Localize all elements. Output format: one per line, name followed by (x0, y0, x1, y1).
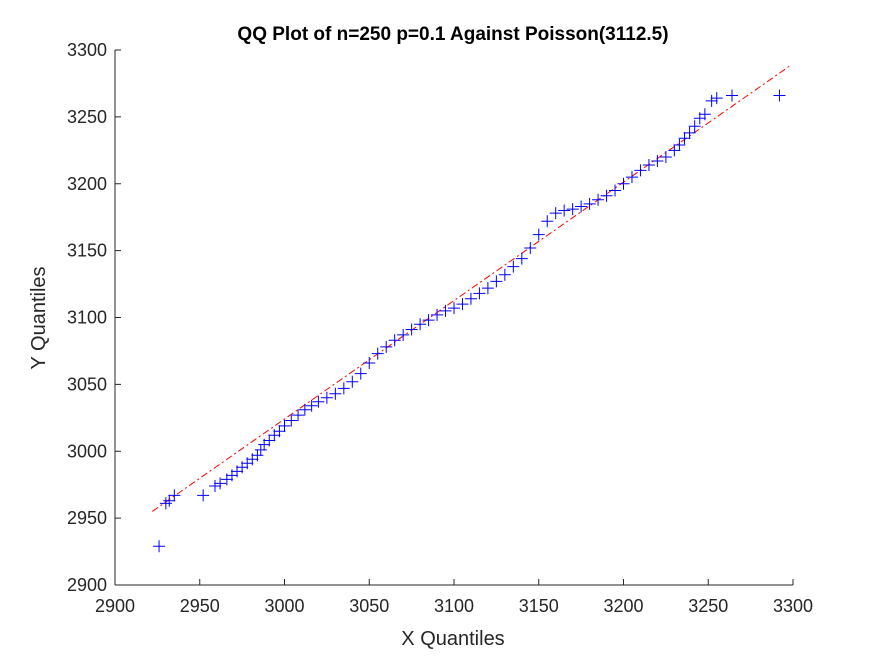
x-tick-label: 3100 (434, 596, 474, 616)
data-point (464, 292, 477, 305)
data-point (251, 449, 264, 462)
data-point (668, 144, 681, 157)
data-point (583, 197, 596, 210)
data-point (273, 425, 286, 438)
data-point (625, 171, 638, 184)
data-point (448, 302, 460, 315)
data-point (659, 151, 672, 163)
data-point (168, 489, 181, 502)
data-point (705, 94, 718, 107)
x-tick-label: 3200 (603, 596, 643, 616)
data-point (532, 228, 545, 241)
data-point (329, 387, 342, 400)
data-point (634, 164, 647, 177)
data-point (380, 340, 393, 353)
reference-line (152, 65, 790, 512)
data-point (371, 347, 384, 360)
data-point (305, 399, 318, 412)
data-point (363, 356, 376, 369)
data-point (254, 443, 267, 456)
data-point (388, 334, 401, 347)
data-point (422, 314, 435, 327)
x-tick-label: 2900 (95, 596, 135, 616)
y-tick-label: 3050 (67, 374, 107, 394)
data-point (346, 375, 359, 388)
data-point (566, 203, 579, 216)
x-axis-title: X Quantiles (401, 628, 504, 650)
data-point (592, 193, 605, 206)
data-point (673, 138, 686, 151)
x-tick-label: 3150 (519, 596, 559, 616)
data-point (600, 189, 613, 202)
data-point (197, 489, 210, 502)
data-point (405, 323, 418, 336)
x-tick-label: 3000 (264, 596, 304, 616)
y-tick-label: 3100 (67, 308, 107, 328)
x-tick-label: 3050 (349, 596, 389, 616)
data-point (773, 89, 786, 102)
y-tick-label: 3300 (67, 40, 107, 60)
data-point (263, 434, 276, 447)
chart-title: QQ Plot of n=250 p=0.1 Against Poisson(3… (237, 24, 668, 45)
x-tick-label: 3300 (773, 596, 813, 616)
data-point (414, 318, 427, 331)
y-tick-label: 2900 (67, 575, 107, 595)
y-tick-label: 3250 (67, 107, 107, 127)
data-point (214, 477, 227, 490)
data-point (575, 200, 588, 213)
data-point (549, 207, 562, 220)
data-point (524, 241, 537, 254)
data-point (285, 414, 298, 427)
data-point (490, 275, 503, 288)
y-tick-label: 2950 (67, 508, 107, 528)
x-tick-label: 2950 (180, 596, 220, 616)
data-point (651, 155, 664, 168)
data-point (698, 108, 711, 121)
data-point (688, 120, 701, 133)
data-point (209, 480, 222, 493)
data-point (456, 298, 469, 311)
data-point (558, 204, 571, 217)
data-point (153, 540, 166, 553)
data-point (507, 260, 520, 273)
data-point (541, 215, 554, 228)
data-point (163, 494, 176, 507)
data-point (617, 177, 630, 190)
data-point (473, 287, 486, 300)
data-point (678, 132, 691, 145)
data-point (439, 304, 452, 317)
plot-area: 2900 2950 3000 3050 3100 3150 3200 3250 3300 2900… (67, 40, 813, 616)
data-point (725, 89, 738, 102)
data-point (312, 395, 325, 408)
data-point (710, 92, 723, 105)
data-point (609, 184, 622, 197)
data-point (320, 391, 333, 404)
data-point (397, 328, 410, 341)
data-point (515, 252, 528, 265)
data-point (642, 159, 655, 172)
data-point (354, 367, 367, 380)
data-point (337, 382, 350, 395)
data-point (292, 409, 305, 422)
data-point (498, 268, 511, 281)
y-axis-title: Y Quantiles (28, 266, 50, 369)
data-point (481, 282, 494, 295)
y-tick-label: 3150 (67, 241, 107, 261)
data-point (431, 308, 444, 321)
y-tick-label: 3200 (67, 174, 107, 194)
y-tick-label: 3000 (67, 441, 107, 461)
x-tick-label: 3250 (688, 596, 728, 616)
data-point (298, 403, 311, 416)
data-point (683, 126, 696, 139)
data-point (159, 497, 172, 510)
data-point (278, 419, 291, 432)
